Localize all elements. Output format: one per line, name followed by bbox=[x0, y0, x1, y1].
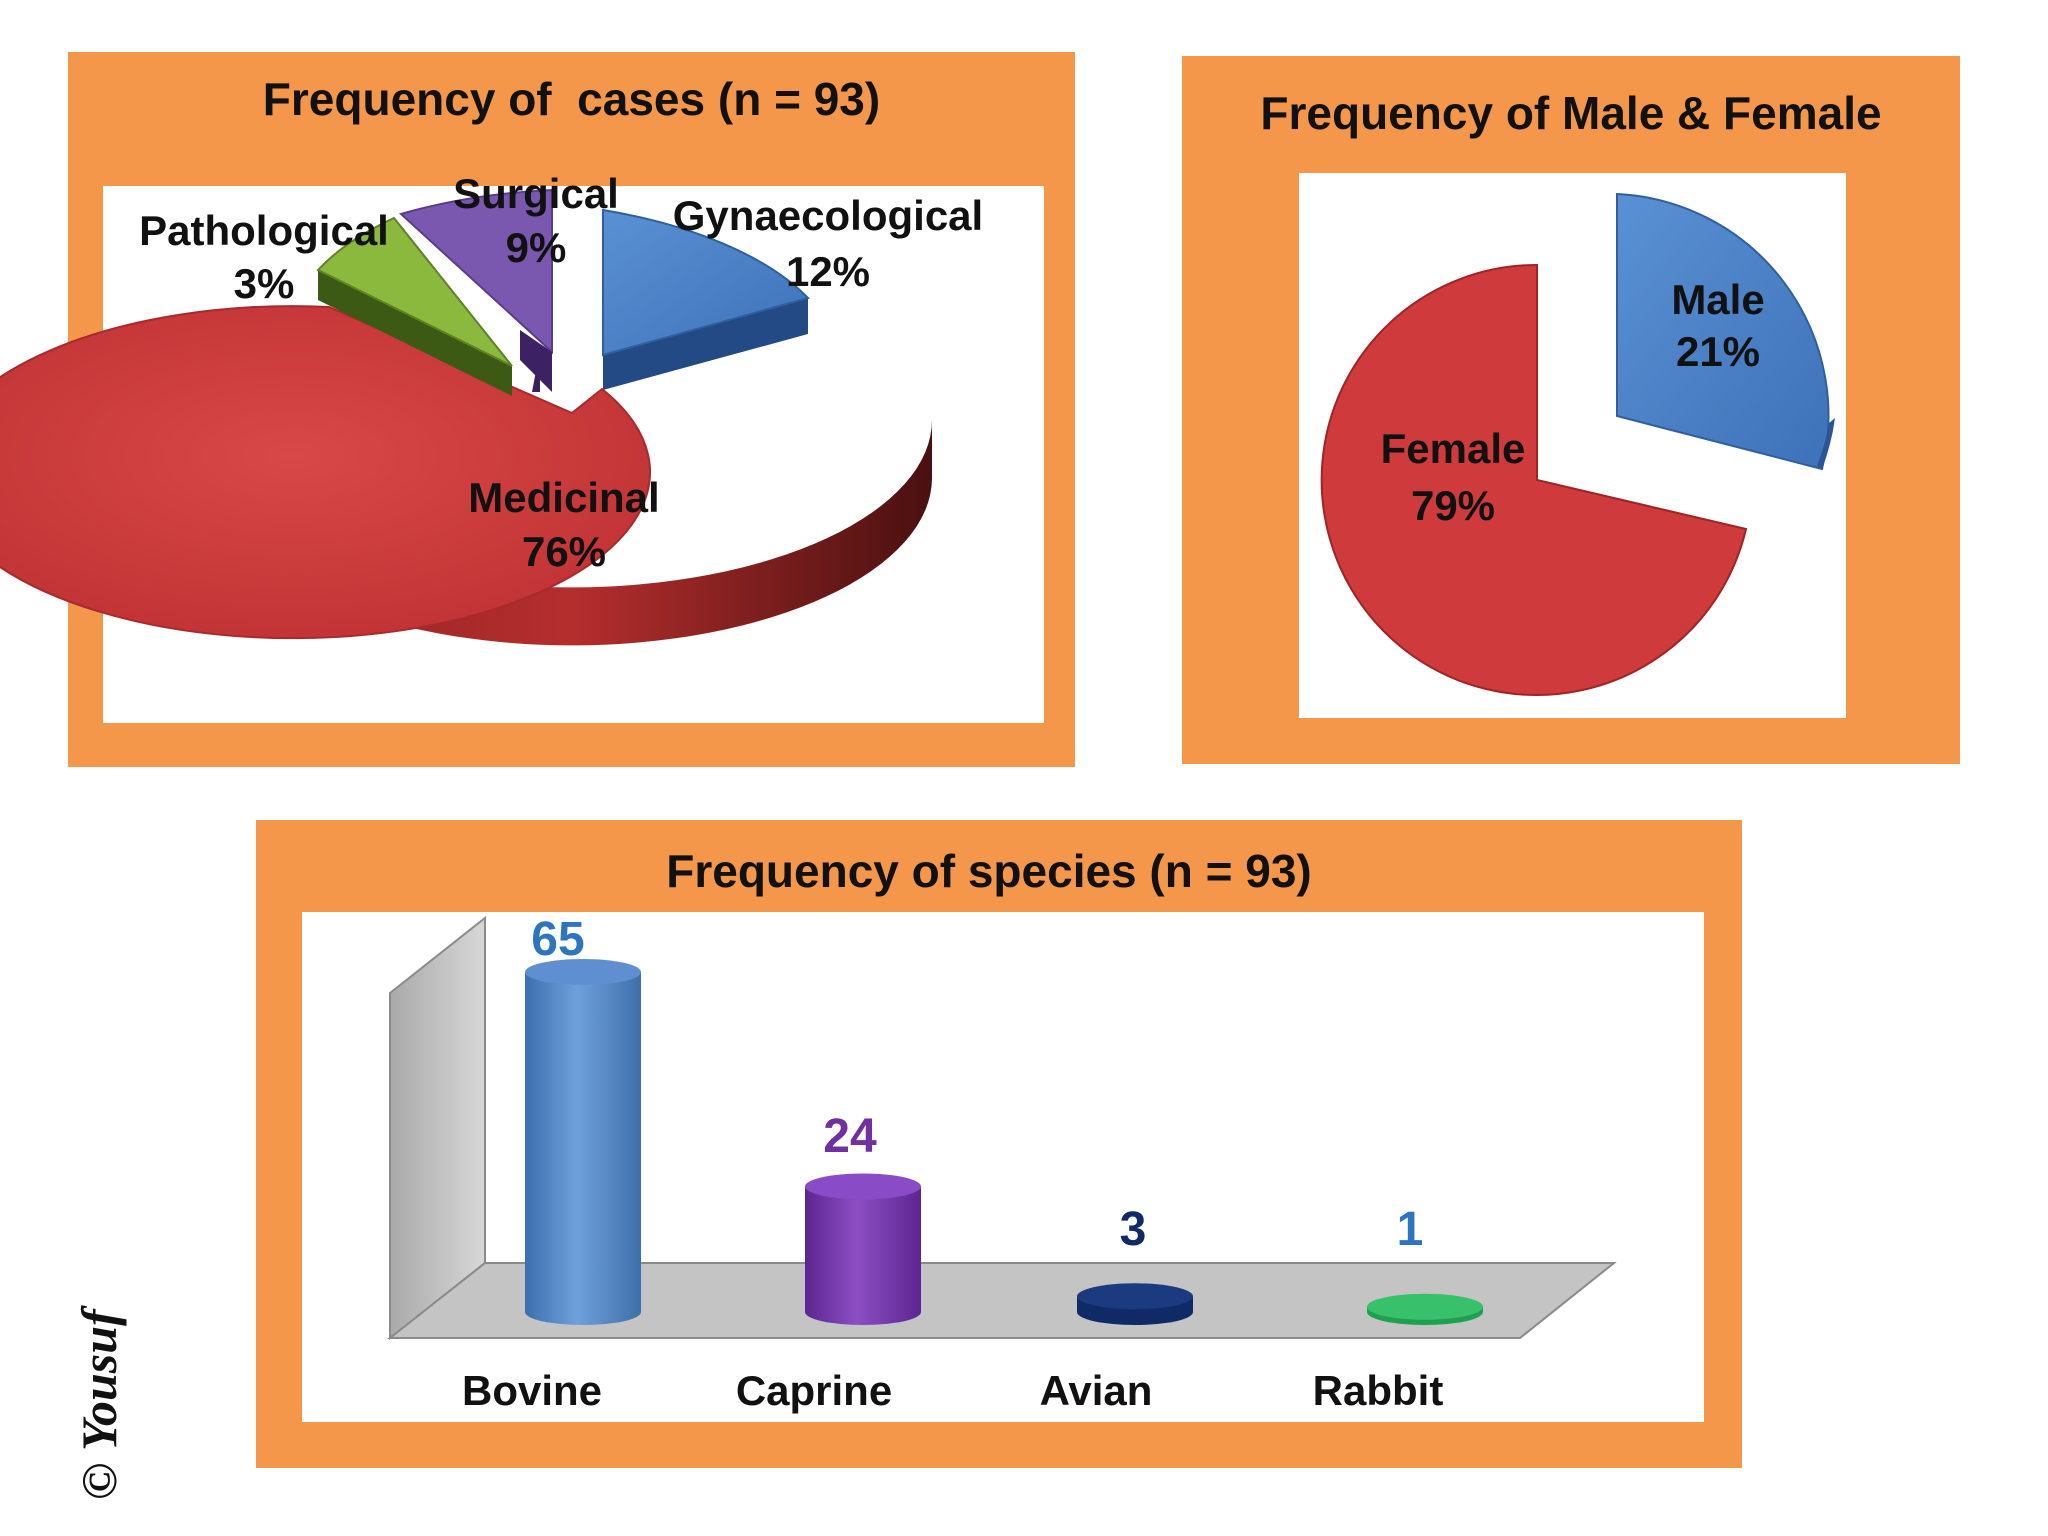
cases-chart-title: Frequency of cases (n = 93) bbox=[262, 73, 881, 125]
caprine-bar bbox=[805, 1186, 921, 1325]
medicinal-slice bbox=[0, 305, 652, 640]
copyright-credit: © Yousuf bbox=[71, 1309, 127, 1500]
surgical-value-label: 9% bbox=[506, 224, 567, 271]
gynaecological-slice bbox=[602, 208, 810, 357]
bovine-bar-top bbox=[525, 959, 641, 985]
male-slice bbox=[1616, 192, 1830, 471]
avian-value-label: 3 bbox=[1120, 1203, 1147, 1256]
sex-pie bbox=[1320, 192, 1835, 696]
female-value-label: 79% bbox=[1411, 482, 1495, 529]
bovine-value-label: 65 bbox=[531, 913, 584, 966]
species-category-labels: Bovine Caprine Avian Rabbit bbox=[462, 1367, 1443, 1414]
surgical-slice-depth bbox=[520, 330, 552, 392]
avian-category-label: Avian bbox=[1040, 1367, 1153, 1414]
bovine-bar bbox=[525, 972, 641, 1325]
species-chart-3d-frame bbox=[387, 915, 1617, 1341]
floor bbox=[387, 1262, 1617, 1339]
caprine-category-label: Caprine bbox=[736, 1367, 892, 1414]
sex-pie-labels: Female 79% Male 21% bbox=[1381, 276, 1765, 529]
pathological-slice-side bbox=[318, 270, 512, 396]
rabbit-bar-top bbox=[1367, 1293, 1483, 1320]
species-chart-title: Frequency of species (n = 93) bbox=[666, 845, 1312, 897]
cases-pie-labels: Pathological 3% Surgical 9% Gynaecologic… bbox=[139, 170, 983, 575]
gynaecological-slice-side bbox=[603, 298, 808, 390]
medicinal-label: Medicinal bbox=[468, 474, 659, 521]
rabbit-category-label: Rabbit bbox=[1313, 1367, 1444, 1414]
caprine-bar-top bbox=[805, 1173, 921, 1200]
male-slice-edge bbox=[1817, 418, 1835, 469]
rabbit-value-label: 1 bbox=[1397, 1203, 1424, 1256]
bovine-category-label: Bovine bbox=[462, 1367, 602, 1414]
sex-chart-title: Frequency of Male & Female bbox=[1260, 87, 1882, 139]
cases-pie bbox=[0, 188, 932, 646]
male-value-label: 21% bbox=[1676, 328, 1760, 375]
species-bars bbox=[525, 959, 1483, 1325]
caprine-value-label: 24 bbox=[823, 1110, 877, 1163]
gynaecological-value-label: 12% bbox=[786, 248, 870, 295]
avian-bar-top bbox=[1077, 1283, 1193, 1310]
surgical-label: Surgical bbox=[453, 170, 619, 217]
pathological-label: Pathological bbox=[139, 207, 389, 254]
pathological-value-label: 3% bbox=[234, 260, 295, 307]
species-value-labels: 65 24 3 1 bbox=[531, 913, 1423, 1256]
gynaecological-label: Gynaecological bbox=[673, 192, 983, 239]
pathological-slice bbox=[316, 216, 513, 367]
medicinal-value-label: 76% bbox=[522, 528, 606, 575]
female-label: Female bbox=[1381, 425, 1526, 472]
surgical-slice bbox=[399, 188, 553, 355]
female-slice bbox=[1320, 263, 1748, 696]
male-label: Male bbox=[1671, 276, 1764, 323]
